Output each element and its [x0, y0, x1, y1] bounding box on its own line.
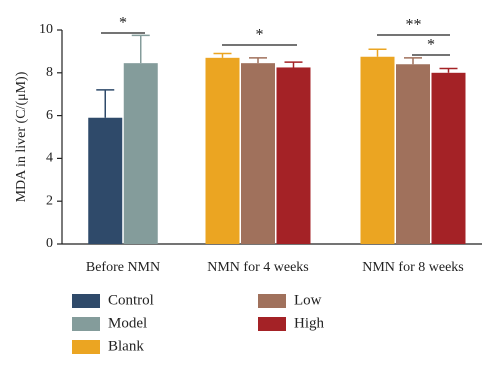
bar — [396, 64, 430, 245]
bar — [123, 63, 158, 244]
error-bar — [439, 67, 458, 73]
x-tick-label: Before NMN — [86, 260, 160, 275]
bar — [88, 117, 123, 244]
bar — [241, 63, 275, 244]
legend-swatch — [258, 317, 286, 331]
y-tick-label: 2 — [46, 193, 53, 208]
bar — [431, 72, 466, 244]
bar — [360, 56, 395, 244]
error-bar — [131, 34, 150, 64]
bar — [276, 67, 311, 244]
legend-label: Model — [108, 315, 147, 331]
y-tick-label: 8 — [46, 65, 53, 80]
significance-label: ** — [406, 17, 422, 34]
legend-label: High — [294, 315, 325, 331]
bar — [205, 57, 240, 244]
error-bar — [284, 61, 303, 68]
legend-label: Blank — [108, 338, 144, 354]
error-bar — [404, 57, 422, 65]
x-tick-label: NMN for 8 weeks — [362, 260, 463, 275]
significance-label: * — [256, 27, 264, 44]
legend-swatch — [258, 294, 286, 308]
legend-label: Low — [294, 292, 322, 308]
y-axis-label: MDA in liver (C/(μM)) — [14, 71, 29, 202]
legend-label: Control — [108, 292, 154, 308]
y-tick-label: 6 — [46, 108, 53, 123]
x-tick-label: NMN for 4 weeks — [207, 260, 308, 275]
significance-label: * — [427, 37, 435, 54]
y-tick-label: 4 — [46, 151, 53, 166]
y-tick-label: 0 — [46, 236, 53, 251]
y-tick-label: 10 — [39, 22, 53, 37]
error-bar — [368, 48, 387, 57]
significance-label: * — [119, 15, 127, 32]
legend-swatch — [72, 340, 100, 354]
error-bar — [213, 52, 232, 58]
error-bar — [249, 57, 267, 64]
legend-swatch — [72, 317, 100, 331]
error-bar — [96, 89, 115, 118]
legend-swatch — [72, 294, 100, 308]
